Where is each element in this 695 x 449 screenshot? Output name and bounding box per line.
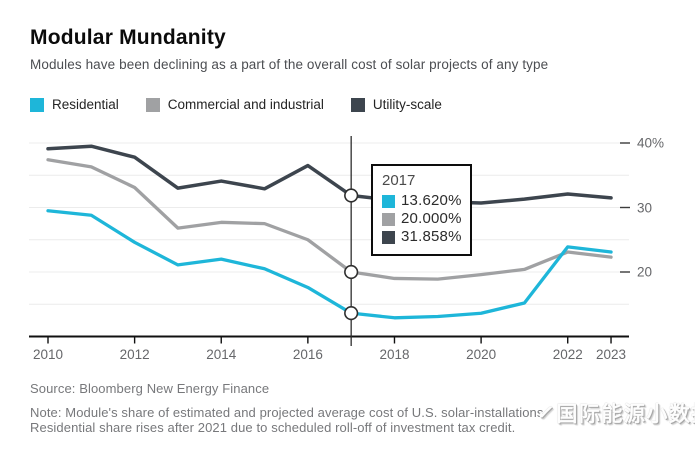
legend-label: Utility-scale [372, 97, 442, 112]
legend-item-commercial-and-industrial[interactable]: Commercial and industrial [145, 97, 324, 112]
x-axis-label-2016: 2016 [292, 347, 323, 362]
series-line-residential [46, 209, 613, 320]
marker-commercial-and-industrial-2017 [344, 264, 359, 280]
legend-swatch-icon [145, 97, 160, 112]
tooltip-row-commercial-and-industrial: 20.000% [382, 210, 461, 228]
marker-residential-2017 [344, 306, 359, 321]
marker-utility-scale-2017 [344, 188, 359, 203]
tooltip-2017: 2017 13.620% 20.000% 31.858% [371, 164, 472, 256]
legend-item-residential[interactable]: Residential [30, 97, 119, 112]
source-text: Source: Bloomberg New Energy Finance [30, 381, 270, 396]
chart-title: Modular Mundanity [30, 26, 226, 49]
x-axis-label-2014: 2014 [206, 347, 237, 362]
note-text-line1: Note: Module's share of estimated and pr… [30, 405, 548, 420]
watermark-text: 国际能源小数据 [556, 403, 695, 426]
legend-label: Residential [52, 97, 119, 112]
tooltip-value: 31.858% [401, 228, 462, 245]
x-axis-label-2012: 2012 [119, 347, 150, 362]
tooltip-swatch-icon [382, 230, 395, 244]
x-axis-label-2022: 2022 [552, 347, 583, 362]
tooltip-swatch-icon [382, 212, 395, 226]
legend-item-utility-scale[interactable]: Utility-scale [350, 97, 442, 112]
legend-swatch-icon [30, 97, 44, 112]
legend: Residential Commercial and industrial Util… [30, 97, 442, 112]
tooltip-value: 20.000% [401, 210, 462, 227]
x-axis-label-2010: 2010 [32, 347, 64, 362]
series-line-commercial-and-industrial [46, 158, 613, 281]
x-axis-label-2023: 2023 [595, 347, 627, 362]
watermark-logo-icon: ✓ [536, 402, 554, 424]
tooltip-value: 13.620% [401, 192, 462, 209]
y-axis-label-40: 40% [637, 135, 665, 151]
tooltip-swatch-icon [382, 194, 395, 208]
y-axis-label-20: 20 [637, 264, 653, 280]
tooltip-row-residential: 13.620% [382, 192, 461, 210]
tooltip-rows: 13.620% 20.000% 31.858% [382, 192, 461, 246]
y-axis-label-30: 30 [637, 200, 653, 215]
chart-subtitle: Modules have been declining as a part of… [30, 57, 549, 72]
legend-label: Commercial and industrial [167, 97, 324, 112]
tooltip-row-utility-scale: 31.858% [382, 228, 461, 246]
series-line-utility-scale [46, 144, 613, 205]
x-axis-label-2018: 2018 [379, 347, 410, 362]
note-text-line2: Residential share rises after 2021 due t… [30, 420, 516, 435]
watermark: ✓ 国际能源小数据 [536, 398, 695, 428]
legend-swatch-icon [350, 97, 365, 112]
tooltip-year-label: 2017 [382, 172, 416, 189]
x-axis-label-2020: 2020 [466, 347, 497, 362]
